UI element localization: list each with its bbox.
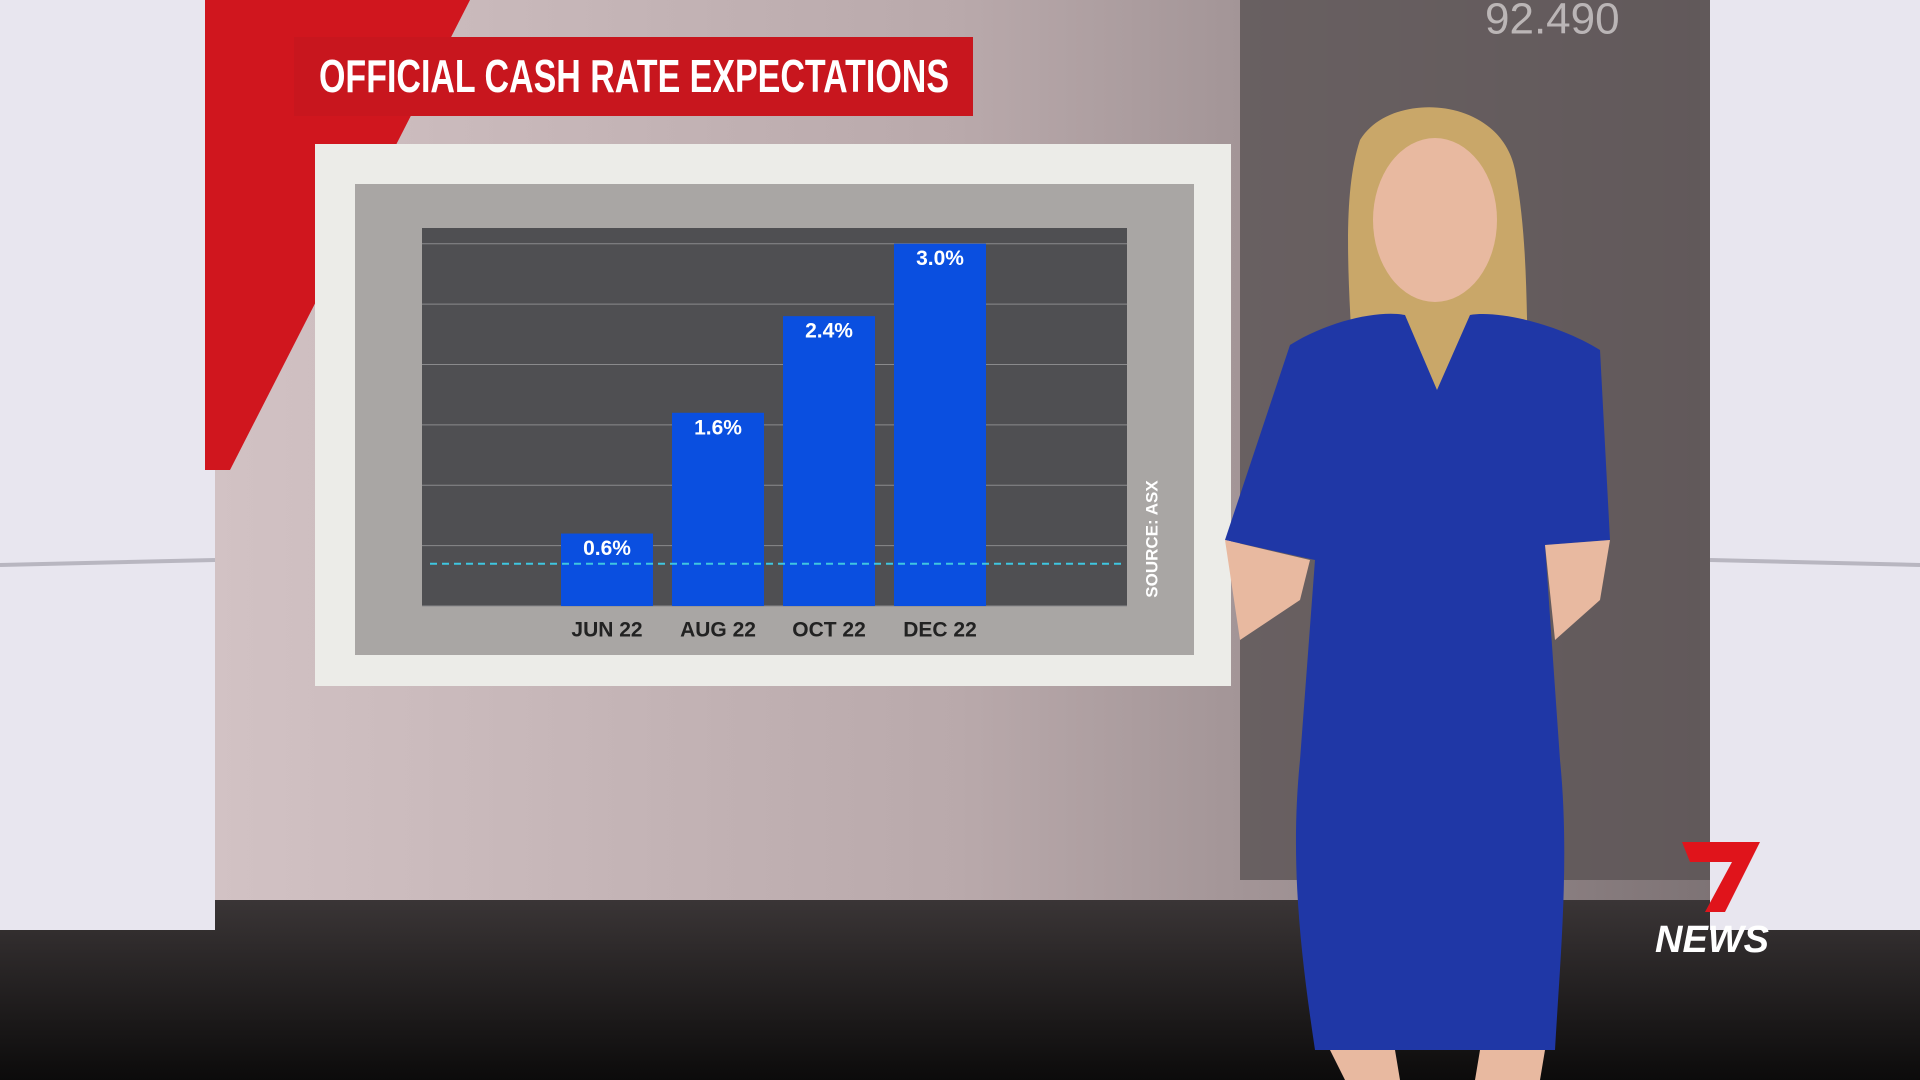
x-tick-label: DEC 22 (903, 619, 977, 642)
bar (894, 243, 986, 606)
value-label: 0.6% (583, 537, 631, 560)
source-note: SOURCE: ASX (1142, 480, 1161, 598)
panel-seam (1709, 558, 1920, 567)
logo-shape (1682, 842, 1760, 912)
presenter (1225, 107, 1610, 1080)
bar (561, 533, 653, 606)
x-tick-label: AUG 22 (680, 619, 756, 642)
panel-seam (0, 558, 216, 567)
background-number: 92.490 (1485, 0, 1620, 44)
bar (783, 316, 875, 606)
x-tick-label: JUN 22 (571, 619, 642, 642)
left-panel (0, 0, 215, 930)
value-label: 2.4% (805, 320, 853, 343)
bar-chart: 0.6% JUN 22 1.6% AUG 22 2.4% OCT 22 3.0% DEC 22 (422, 243, 1127, 642)
value-label: 1.6% (694, 416, 742, 439)
plot-area (422, 228, 1127, 606)
title-banner (294, 37, 973, 116)
right-panel (1710, 0, 1920, 930)
studio-floor (0, 900, 1920, 1080)
x-tick-label: OCT 22 (792, 619, 866, 642)
bar (672, 412, 764, 606)
chart-title: OFFICIAL CASH RATE EXPECTATIONS (319, 50, 949, 102)
logo-text: NEWS (1655, 919, 1769, 961)
value-label: 3.0% (916, 247, 964, 270)
